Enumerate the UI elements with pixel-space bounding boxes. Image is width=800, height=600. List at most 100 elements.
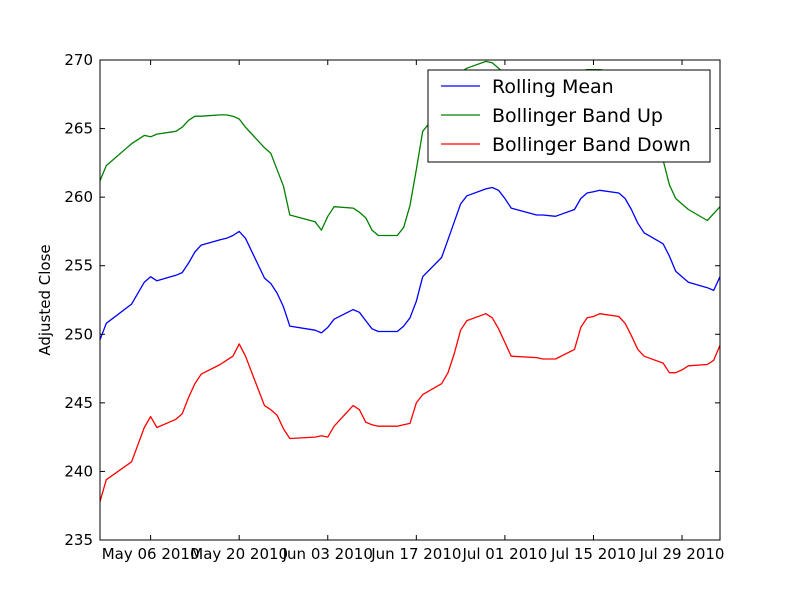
data-point-rolling-mean — [504, 198, 506, 200]
data-point-bollinger-band-down — [681, 369, 683, 371]
data-point-rolling-mean — [662, 243, 664, 245]
series-line-bollinger-band-down — [99, 313, 721, 502]
data-point-rolling-mean — [150, 276, 152, 278]
data-point-bollinger-band-up — [200, 115, 202, 117]
data-point-bollinger-band-down — [491, 317, 493, 319]
data-point-rolling-mean — [264, 277, 266, 279]
data-point-bollinger-band-down — [447, 372, 449, 374]
data-point-bollinger-band-up — [150, 136, 152, 138]
y-axis-label: Adjusted Close — [36, 244, 54, 355]
series-line-rolling-mean — [99, 186, 721, 341]
y-tick-label: 235 — [64, 531, 93, 549]
data-point-bollinger-band-up — [409, 204, 411, 206]
data-point-bollinger-band-down — [232, 355, 234, 357]
data-point-bollinger-band-up — [377, 235, 379, 237]
data-point-bollinger-band-down — [630, 335, 632, 337]
data-point-rolling-mean — [238, 230, 240, 232]
data-point-bollinger-band-down — [396, 425, 398, 427]
axes-frame — [99, 59, 721, 541]
y-tick-label: 250 — [64, 325, 93, 343]
data-point-bollinger-band-up — [181, 126, 183, 128]
data-point-rolling-mean — [498, 189, 500, 191]
data-point-bollinger-band-down — [276, 414, 278, 416]
legend: Rolling Mean Bollinger Band Up Bollinger B… — [427, 69, 711, 163]
x-tick-label: Jul 29 2010 — [639, 545, 725, 563]
data-point-bollinger-band-up — [681, 203, 683, 205]
data-point-rolling-mean — [580, 198, 582, 200]
data-point-rolling-mean — [219, 239, 221, 241]
data-point-rolling-mean — [415, 300, 417, 302]
data-point-rolling-mean — [396, 331, 398, 333]
data-point-bollinger-band-down — [352, 405, 354, 407]
data-point-rolling-mean — [156, 280, 158, 282]
data-point-rolling-mean — [194, 251, 196, 253]
legend-label-bollinger-band-down: Bollinger Band Down — [492, 134, 691, 156]
data-point-rolling-mean — [599, 189, 601, 191]
data-point-rolling-mean — [643, 232, 645, 234]
data-point-bollinger-band-down — [504, 342, 506, 344]
data-point-bollinger-band-down — [453, 353, 455, 355]
data-point-bollinger-band-up — [219, 114, 221, 116]
data-point-bollinger-band-down — [283, 428, 285, 430]
data-point-bollinger-band-down — [662, 362, 664, 364]
data-point-rolling-mean — [624, 198, 626, 200]
data-point-bollinger-band-down — [105, 479, 107, 481]
data-point-rolling-mean — [200, 244, 202, 246]
data-point-bollinger-band-down — [706, 364, 708, 366]
data-point-bollinger-band-up — [156, 133, 158, 135]
data-point-bollinger-band-up — [131, 143, 133, 145]
data-point-bollinger-band-down — [637, 348, 639, 350]
data-point-rolling-mean — [289, 325, 291, 327]
data-point-bollinger-band-down — [320, 435, 322, 437]
data-point-bollinger-band-down — [415, 402, 417, 404]
x-tick-label: Jun 17 2010 — [370, 545, 461, 563]
data-point-rolling-mean — [441, 257, 443, 259]
data-point-bollinger-band-down — [403, 424, 405, 426]
data-point-bollinger-band-down — [510, 355, 512, 357]
data-point-bollinger-band-up — [245, 126, 247, 128]
data-point-bollinger-band-up — [283, 185, 285, 187]
data-point-bollinger-band-down — [618, 316, 620, 318]
data-point-bollinger-band-down — [358, 409, 360, 411]
data-point-bollinger-band-up — [320, 229, 322, 231]
data-point-bollinger-band-up — [358, 211, 360, 213]
data-point-rolling-mean — [143, 281, 145, 283]
x-tick-label: May 20 2010 — [190, 545, 288, 563]
data-point-rolling-mean — [713, 289, 715, 291]
legend-entries: Rolling Mean Bollinger Band Up Bollinger B… — [441, 76, 691, 156]
data-point-bollinger-band-down — [498, 328, 500, 330]
data-point-bollinger-band-up — [371, 229, 373, 231]
data-point-bollinger-band-down — [441, 383, 443, 385]
data-point-bollinger-band-down — [289, 438, 291, 440]
data-point-bollinger-band-down — [713, 359, 715, 361]
data-point-rolling-mean — [593, 191, 595, 193]
data-point-bollinger-band-up — [365, 217, 367, 219]
x-tick-label: Jun 03 2010 — [282, 545, 373, 563]
data-point-rolling-mean — [637, 222, 639, 224]
y-tick-label: 265 — [64, 120, 93, 138]
data-point-bollinger-band-up — [143, 134, 145, 136]
data-point-rolling-mean — [586, 192, 588, 194]
data-point-rolling-mean — [630, 209, 632, 211]
data-point-rolling-mean — [320, 332, 322, 334]
data-point-bollinger-band-up — [264, 147, 266, 149]
data-point-bollinger-band-down — [270, 409, 272, 411]
data-point-bollinger-band-up — [175, 130, 177, 132]
data-point-bollinger-band-down — [422, 394, 424, 396]
data-point-bollinger-band-up — [422, 130, 424, 132]
data-point-bollinger-band-down — [574, 348, 576, 350]
data-point-rolling-mean — [491, 187, 493, 189]
data-point-rolling-mean — [270, 283, 272, 285]
data-point-bollinger-band-down — [460, 329, 462, 331]
y-tick-label: 240 — [64, 462, 93, 480]
data-point-rolling-mean — [232, 235, 234, 237]
data-point-bollinger-band-up — [485, 60, 487, 62]
x-tick-label: Jul 15 2010 — [550, 545, 636, 563]
data-point-bollinger-band-up — [105, 165, 107, 167]
data-point-bollinger-band-down — [643, 355, 645, 357]
data-point-bollinger-band-up — [491, 62, 493, 64]
data-point-bollinger-band-down — [593, 316, 595, 318]
data-point-rolling-mean — [453, 221, 455, 223]
data-point-bollinger-band-up — [396, 235, 398, 237]
data-point-bollinger-band-down — [143, 427, 145, 429]
